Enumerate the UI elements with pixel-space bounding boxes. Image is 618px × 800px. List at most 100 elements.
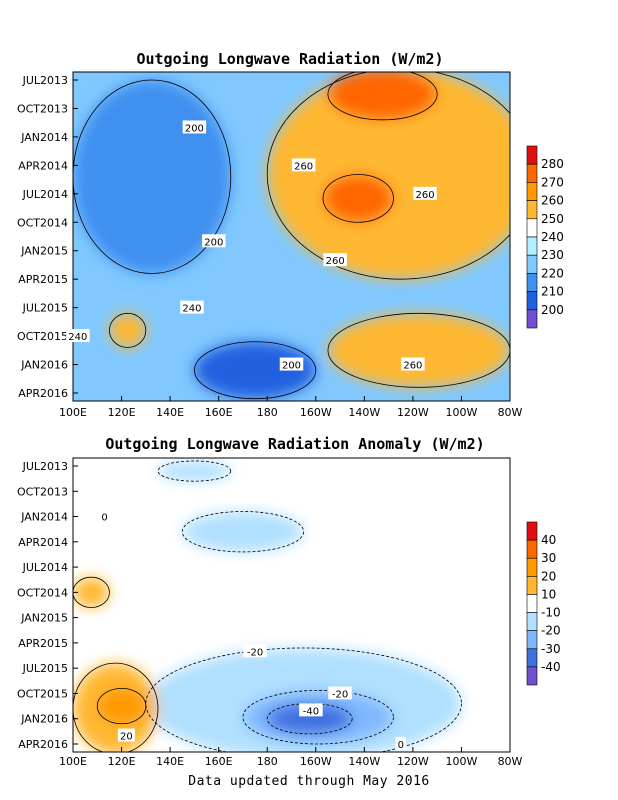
x-tick-label: 140W [348,406,380,419]
contour-line [73,79,232,274]
colorbar-tick-label: 30 [541,551,556,565]
field-region [267,72,510,280]
colorbar-swatch [526,254,538,274]
x-tick-label: 180 [257,406,278,419]
olr-title: Outgoing Longwave Radiation (W/m2) [136,50,443,68]
colorbar-tick-label: -10 [541,606,561,620]
y-tick-label: JAN2016 [20,713,68,726]
contour-line [96,687,147,725]
olr-plot-frame [72,71,511,402]
colorbar-swatch [526,666,538,686]
contour-value-label: 0 [398,740,404,751]
field-region [73,577,110,608]
olr-anomaly-title: Outgoing Longwave Radiation Anomaly (W/m… [105,435,484,453]
colorbar-swatch [526,163,538,183]
colorbar-tick-label: -30 [541,642,561,656]
colorbar-tick-label: 210 [541,285,564,299]
contour-label-bg [413,186,437,200]
x-tick-label: 120W [397,755,429,768]
contour-line [193,341,317,400]
x-tick-label: 120E [108,406,136,419]
y-tick-label: APR2015 [18,637,68,650]
colorbar-swatch [526,539,538,559]
contour-label-bg [291,158,316,172]
y-tick-label: JUL2014 [22,561,68,574]
contour-line [266,703,353,735]
contour-label-bg [299,703,323,717]
colorbar-tick-label: -40 [541,660,561,674]
y-tick-label: JAN2015 [20,245,68,258]
olr-anomaly-plot-frame [72,457,511,753]
y-tick-label: JUL2015 [22,662,68,675]
contour-label-bg [202,234,226,248]
contour-line [73,576,110,608]
x-tick-label: 120W [397,406,429,419]
colorbar-swatch [526,218,538,238]
x-tick-label: 100W [446,755,478,768]
x-tick-label: 120E [108,755,136,768]
colorbar-swatch [526,236,538,256]
contour-line [145,647,462,752]
y-tick-label: JAN2015 [20,612,68,625]
y-tick-label: OCT2013 [17,485,68,498]
field-region [194,341,316,399]
contour-value-label: 200 [204,237,223,248]
contour-value-label: 260 [294,161,313,172]
field-region [327,72,438,120]
y-tick-label: JUL2013 [22,460,68,473]
field-region [97,688,146,724]
contour-line [266,72,510,280]
y-tick-label: APR2014 [18,536,68,549]
x-tick-label: 100E [59,755,87,768]
field-region [327,313,510,388]
x-tick-label: 80W [498,755,523,768]
colorbar-swatch [526,648,538,668]
y-tick-label: JAN2014 [20,131,68,144]
x-tick-label: 140E [156,755,184,768]
colorbar-swatch [526,521,538,541]
contour-line [157,460,232,482]
contour-label-bg [328,686,352,700]
contour-line [181,511,305,553]
contour-line [73,662,159,752]
x-tick-label: 160W [300,755,332,768]
contour-line [109,312,147,348]
y-tick-label: APR2014 [18,159,68,172]
contour-value-label: 200 [282,361,301,372]
colorbar-tick-label: 230 [541,248,564,262]
contour-label-bg [395,737,406,750]
x-tick-label: 140W [348,755,380,768]
y-tick-label: JUL2013 [22,74,68,87]
colorbar-swatch [526,612,538,631]
olr-panel: Outgoing Longwave Radiation (W/m2) 100E 1… [17,50,564,419]
y-tick-label: JUL2015 [22,302,68,315]
y-tick-label: APR2015 [18,273,68,286]
x-tick-label: 160W [300,406,332,419]
colorbar-swatch [526,630,538,650]
y-tick-label: APR2016 [18,738,68,751]
contour-value-label: 240 [68,332,87,343]
contour-line [327,72,438,121]
colorbar-tick-label: 240 [541,230,564,244]
y-tick-label: OCT2015 [17,687,68,700]
olr-anomaly-panel: Outgoing Longwave Radiation Anomaly (W/m… [17,435,561,768]
colorbar-swatch [526,182,538,201]
y-tick-label: OCT2013 [17,102,68,115]
contour-value-label: 240 [182,304,201,315]
contour-label-bg [180,300,204,314]
colorbar-tick-label: 260 [541,194,564,208]
field-region [109,313,146,348]
colorbar-tick-label: 20 [541,569,556,583]
colorbar-swatch [526,594,538,613]
colorbar-tick-label: 200 [541,303,564,317]
x-tick-label: 180 [257,755,278,768]
contour-value-label: -20 [247,647,263,658]
colorbar-swatch [526,557,538,577]
contour-value-label: 0 [101,513,107,524]
x-tick-label: 80W [498,406,523,419]
x-tick-label: 100E [59,406,87,419]
colorbar-swatch [526,291,538,311]
y-tick-label: OCT2015 [17,330,68,343]
colorbar-swatch [526,200,538,220]
